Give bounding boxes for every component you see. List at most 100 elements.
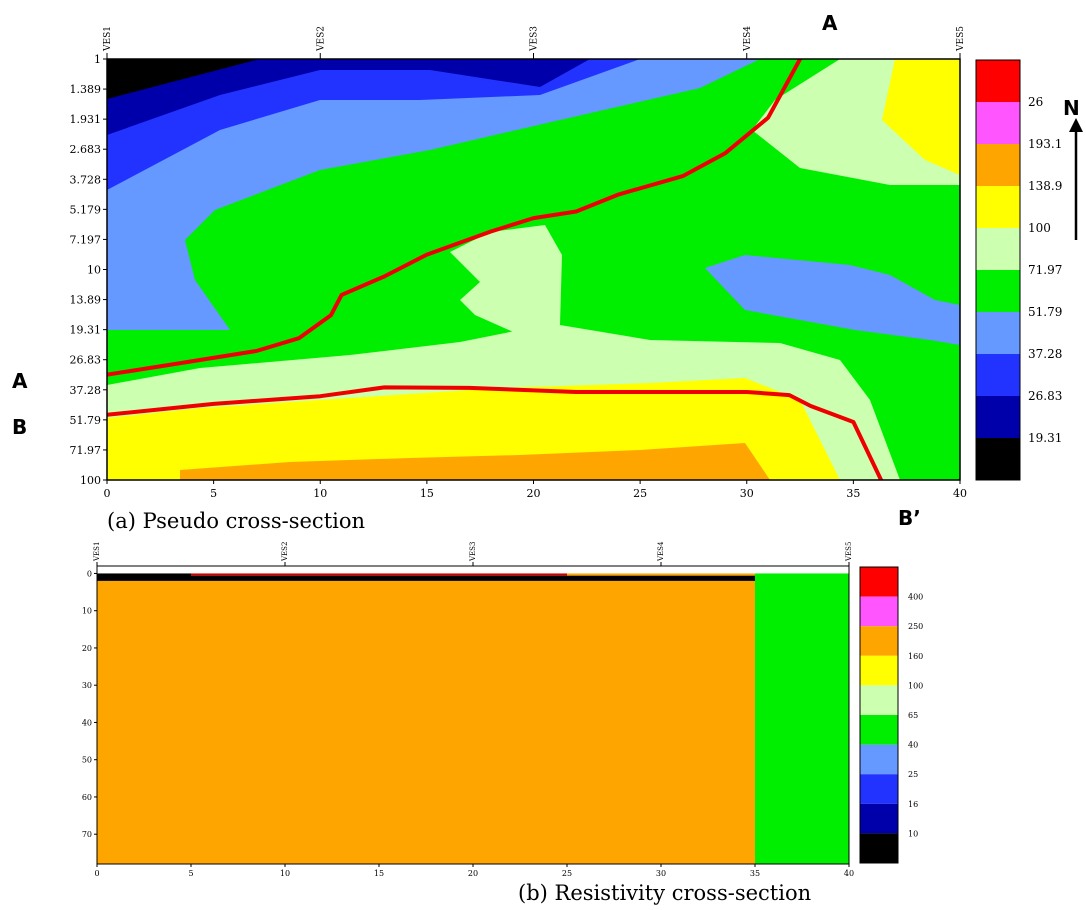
legend-swatch-a [976,312,1020,354]
y-tick-label-a: 100 [80,474,101,487]
resistivity-layer [755,573,849,864]
legend-swatch-b [860,655,898,686]
resistivity-layer [567,573,755,576]
legend-label-a: 51.79 [1028,305,1062,319]
x-tick-label-b: 15 [374,869,384,878]
contour-navy [107,59,590,135]
y-tick-label-a: 19.31 [70,324,102,337]
legend-swatch-a [976,396,1020,438]
legend-swatch-b [860,715,898,745]
contour-yellow-upper-right [882,59,960,175]
y-tick-label-a: 51.79 [70,414,102,427]
legend-swatch-b [860,803,898,834]
contour-lightblue-right [705,255,960,345]
station-label-b: VES1 [93,542,101,562]
north-label: N [1063,96,1080,120]
x-tick-label-a: 35 [846,487,860,500]
resistivity-layer [97,580,755,864]
boundary-line-a [107,59,803,377]
y-axis-a: 1 1.389 1.931 2.683 3.728 5.179 7.197 10 13.89 19… [70,53,107,487]
y-tick-label-a: 5.179 [70,203,102,216]
station-label-b: VES2 [281,542,289,562]
station-label-a: VES2 [316,26,326,52]
marker-a-top: A [822,11,838,35]
x-tick-label-b: 40 [844,869,854,878]
y-tick-label-a: 7.197 [70,233,102,246]
legend-label-b: 65 [908,711,918,720]
pseudo-section-panel: 1 1.389 1.931 2.683 3.728 5.179 7.197 10 13.89 19… [70,26,1063,500]
y-tick-label-b: 0 [87,569,92,578]
x-tick-label-b: 25 [562,869,572,878]
legend-swatch-a [976,270,1020,312]
contour-orange-band [180,443,770,480]
legend-label-a: 193.1 [1028,137,1062,151]
station-label-a: VES5 [956,26,966,52]
y-tick-label-b: 30 [82,681,92,690]
x-tick-label-a: 40 [953,487,967,500]
x-tick-label-a: 15 [420,487,434,500]
legend-b: 400 250 160 100 65 40 25 16 10 [859,566,923,864]
station-label-b: VES3 [469,542,477,562]
legend-swatch-b [860,744,898,775]
y-tick-label-b: 60 [82,793,92,802]
legend-swatch-b [860,833,898,863]
legend-a: 26 193.1 138.9 100 71.97 51.79 37.28 26.83 19.31 [975,59,1062,481]
x-tick-label-b: 30 [656,869,666,878]
station-labels-a: VES1 VES2 VES3 VES4 VES5 [103,26,966,59]
resistivity-layer [567,575,755,581]
resistivity-layer [97,573,191,581]
legend-swatch-a [976,438,1020,480]
x-tick-label-b: 0 [94,869,99,878]
legend-label-a: 26 [1028,95,1043,109]
x-tick-label-a: 10 [313,487,327,500]
legend-label-a: 37.28 [1028,347,1062,361]
caption-a: (a) Pseudo cross-section [107,509,365,533]
station-label-a: VES4 [743,26,753,52]
marker-b-prime: B’ [898,506,921,530]
y-tick-label-b: 40 [82,718,92,727]
legend-swatch-a [976,228,1020,270]
legend-label-b: 10 [908,829,918,838]
legend-label-a: 19.31 [1028,431,1062,445]
resistivity-layer [191,575,567,581]
legend-label-b: 40 [908,741,918,750]
y-tick-label-b: 10 [82,607,92,616]
x-tick-label-a: 20 [527,487,541,500]
legend-frame-a [975,59,1021,481]
y-tick-label-a: 1.931 [70,113,102,126]
legend-frame-b [859,566,899,864]
y-axis-b: 0 10 20 30 40 50 60 70 [82,569,97,839]
legend-label-b: 160 [908,652,923,661]
y-tick-label-b: 20 [82,644,92,653]
resistivity-layers [97,573,849,864]
contour-lightblue [107,59,760,330]
resistivity-layer [191,573,567,576]
y-tick-label-a: 1 [94,53,101,66]
y-tick-label-a: 71.97 [70,444,102,457]
y-tick-label-a: 1.389 [70,83,102,96]
station-label-a: VES1 [103,26,113,52]
station-label-a: VES3 [530,26,540,52]
legend-label-a: 138.9 [1028,179,1062,193]
legend-swatch-b [860,774,898,804]
legend-label-b: 25 [908,770,918,779]
legend-label-a: 71.97 [1028,263,1062,277]
legend-label-b: 100 [908,681,923,690]
legend-swatch-a [976,354,1020,396]
legend-swatch-a [976,144,1020,186]
contour-black [107,59,260,99]
x-tick-label-b: 10 [280,869,290,878]
y-tick-label-a: 10 [87,264,101,277]
x-tick-label-b: 5 [188,869,193,878]
legend-swatch-b [860,596,898,627]
x-tick-label-a: 25 [633,487,647,500]
legend-swatch-b [860,626,898,656]
x-axis-a: 0 5 10 15 20 25 30 35 40 [104,480,967,500]
station-labels-b: VES1 VES2 VES3 VES4 VES5 [93,541,853,566]
north-arrow-icon [1069,118,1083,240]
legend-swatch-a [976,102,1020,144]
pseudo-section-contours [107,59,960,480]
legend-swatch-a [976,60,1020,102]
x-tick-label-b: 20 [468,869,478,878]
